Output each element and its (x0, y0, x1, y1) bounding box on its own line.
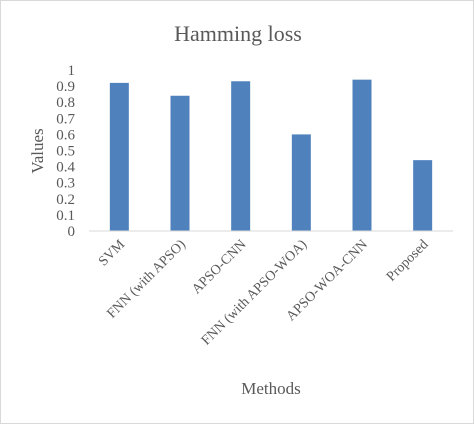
bar (170, 95, 190, 231)
y-tick-label: 0.7 (56, 111, 75, 127)
y-tick-label: 0.8 (56, 95, 75, 111)
x-category-label: APSO-CNN (189, 237, 249, 297)
bars (109, 79, 433, 232)
y-tick-label: 0.9 (56, 79, 75, 95)
y-tick-label: 0.3 (56, 176, 75, 192)
bar (109, 82, 129, 231)
y-tick-label: 0.6 (56, 127, 75, 143)
bar (291, 134, 311, 231)
bar (352, 79, 372, 231)
x-category-label: FNN (with APSO-WOA) (199, 237, 310, 348)
y-axis-ticks: 00.10.20.30.40.50.60.70.80.91 (56, 63, 75, 240)
x-axis-title: Methods (241, 379, 301, 398)
y-axis-title: Values (28, 128, 47, 173)
bar (231, 81, 251, 232)
x-category-label: SVM (96, 237, 128, 269)
x-category-label: Proposed (384, 237, 431, 284)
y-tick-label: 0.1 (56, 208, 75, 224)
y-tick-label: 1 (68, 63, 76, 79)
bar (413, 160, 433, 231)
chart-title: Hamming loss (174, 21, 302, 46)
y-tick-label: 0.2 (56, 192, 75, 208)
y-tick-label: 0.4 (56, 160, 75, 176)
y-tick-label: 0 (68, 224, 76, 240)
y-tick-label: 0.5 (56, 144, 75, 160)
